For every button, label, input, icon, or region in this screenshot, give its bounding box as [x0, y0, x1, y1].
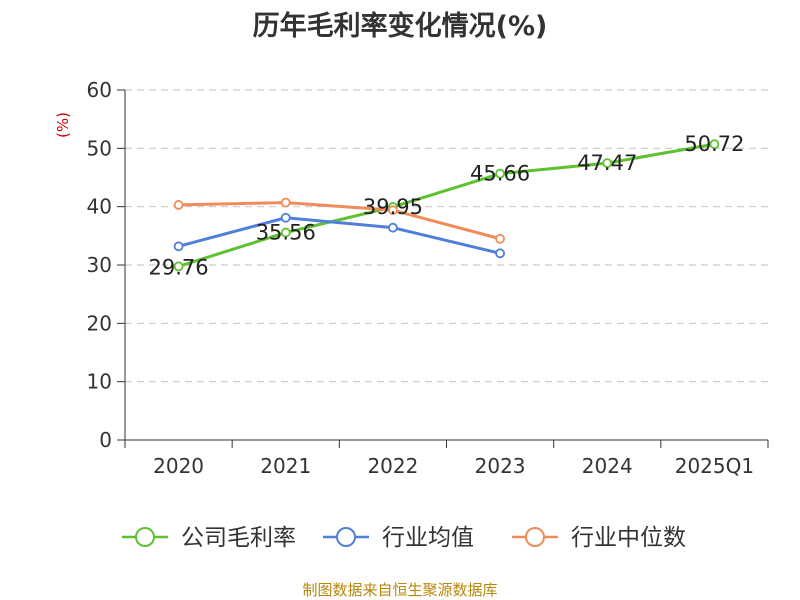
data-label: 47.47 [577, 151, 637, 175]
legend: 公司毛利率 行业均值 行业中位数 [122, 525, 686, 551]
y-axis-label: (%) [54, 112, 72, 138]
legend-label: 行业中位数 [571, 525, 686, 551]
data-point [388, 205, 398, 216]
chart-title: 历年毛利率变化情况(%) [252, 11, 548, 42]
series-lines [173, 139, 720, 272]
axes: 0 10 20 30 40 50 60 (%) 2020 2021 2022 2023 2024 2025… [54, 78, 769, 478]
x-tick-label: 2022 [367, 454, 418, 478]
series-line-1 [178, 216, 501, 255]
x-tick-label: 2020 [153, 454, 204, 478]
series-line-2 [178, 201, 501, 241]
data-point [388, 222, 398, 233]
data-point [280, 212, 291, 223]
footer-source: 制图数据来自恒生聚源数据库 [302, 581, 498, 599]
y-tick-label: 50 [87, 136, 112, 160]
y-tick-label: 20 [87, 311, 112, 335]
y-tick-label: 10 [87, 370, 112, 394]
y-tick-label: 40 [87, 195, 112, 219]
legend-label: 行业均值 [382, 525, 474, 551]
x-tick-label: 2025Q1 [675, 454, 754, 478]
data-point [173, 261, 184, 272]
data-label: 39.95 [363, 195, 423, 219]
y-tick-label: 0 [99, 428, 112, 452]
x-tick-label: 2021 [260, 454, 311, 478]
data-point [709, 139, 720, 150]
legend-marker [525, 527, 545, 547]
y-tick-label: 60 [87, 78, 112, 102]
data-labels: 29.76 35.56 39.95 45.66 47.47 50.72 [149, 132, 745, 279]
y-tick-label: 30 [87, 253, 112, 277]
data-point [173, 241, 184, 252]
legend-label: 公司毛利率 [181, 525, 296, 551]
x-tick-label: 2024 [582, 454, 633, 478]
data-point [602, 158, 613, 168]
data-label: 35.56 [256, 221, 316, 245]
data-point [495, 168, 505, 179]
x-tick-label: 2023 [475, 454, 526, 478]
data-point [173, 200, 184, 210]
legend-marker [336, 527, 356, 547]
data-point [280, 197, 291, 208]
legend-marker [135, 527, 155, 547]
data-label: 45.66 [470, 162, 530, 186]
data-label: 29.76 [149, 255, 209, 279]
data-point [495, 248, 505, 259]
data-point [495, 233, 505, 244]
data-label: 50.72 [684, 132, 744, 156]
data-point [280, 227, 291, 238]
series-line-0 [178, 142, 715, 268]
